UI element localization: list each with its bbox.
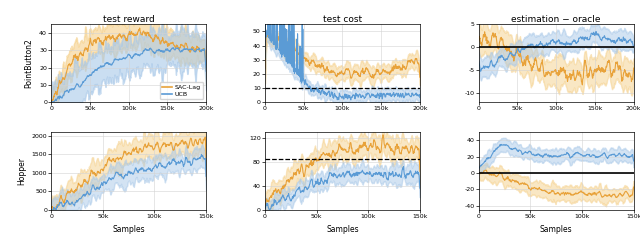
Title: test cost: test cost: [323, 15, 362, 24]
Title: estimation − oracle: estimation − oracle: [511, 15, 601, 24]
X-axis label: Samples: Samples: [540, 224, 572, 234]
Y-axis label: Hopper: Hopper: [17, 157, 26, 185]
Legend: SAC-Lag, UCB: SAC-Lag, UCB: [160, 82, 203, 99]
X-axis label: Samples: Samples: [113, 224, 145, 234]
Y-axis label: PointButton2: PointButton2: [24, 39, 34, 88]
Title: test reward: test reward: [103, 15, 154, 24]
X-axis label: Samples: Samples: [326, 224, 358, 234]
